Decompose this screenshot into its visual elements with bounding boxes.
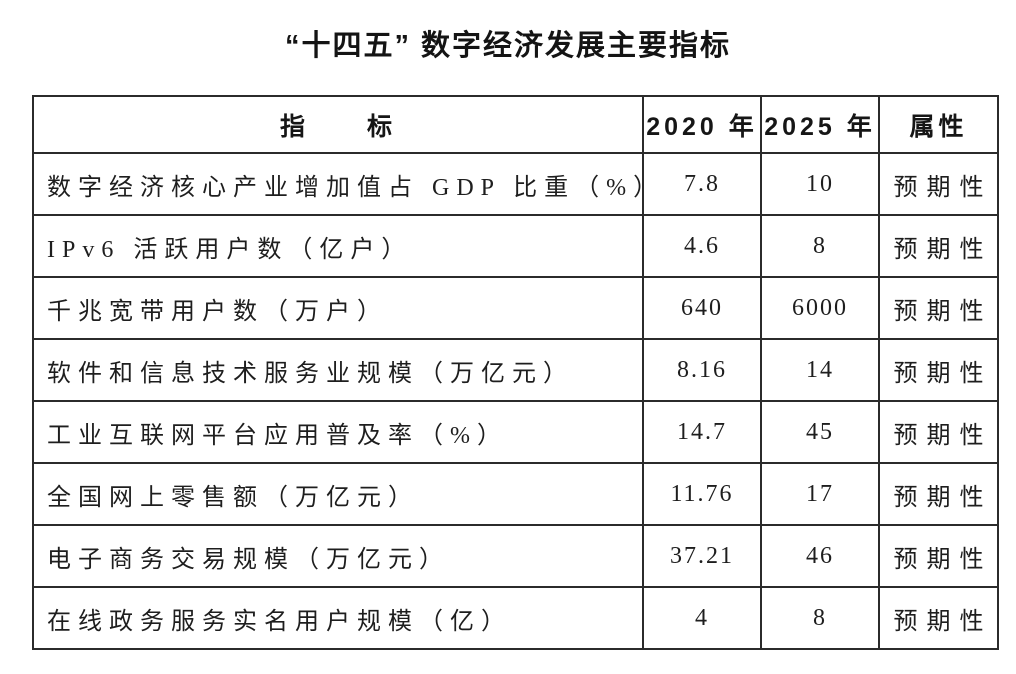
value-2020: 37.21: [642, 524, 762, 588]
column-header-2025: 2025 年: [760, 95, 880, 154]
table-row: 电子商务交易规模（万亿元） 37.21 46 预期性: [32, 524, 999, 588]
column-header-2020: 2020 年: [642, 95, 762, 154]
indicator-name: 全国网上零售额（万亿元）: [32, 462, 644, 526]
value-2020: 4.6: [642, 214, 762, 278]
value-2025: 45: [760, 400, 880, 464]
value-2025: 14: [760, 338, 880, 402]
value-2020: 4: [642, 586, 762, 650]
table-header-row: 指 标 2020 年 2025 年 属性: [32, 95, 999, 154]
indicator-name: 数字经济核心产业增加值占 GDP 比重（%）: [32, 152, 644, 216]
page-title: “十四五” 数字经济发展主要指标: [284, 30, 732, 62]
value-2025: 6000: [760, 276, 880, 340]
indicators-table: 指 标 2020 年 2025 年 属性 数字经济核心产业增加值占 GDP 比重…: [32, 95, 999, 650]
indicator-name: IPv6 活跃用户数（亿户）: [32, 214, 644, 278]
attribute-value: 预期性: [878, 152, 999, 216]
table-row: 全国网上零售额（万亿元） 11.76 17 预期性: [32, 462, 999, 526]
attribute-value: 预期性: [878, 276, 999, 340]
attribute-value: 预期性: [878, 214, 999, 278]
table-row: 千兆宽带用户数（万户） 640 6000 预期性: [32, 276, 999, 340]
table-row: 软件和信息技术服务业规模（万亿元） 8.16 14 预期性: [32, 338, 999, 402]
value-2020: 8.16: [642, 338, 762, 402]
indicator-name: 软件和信息技术服务业规模（万亿元）: [32, 338, 644, 402]
attribute-value: 预期性: [878, 400, 999, 464]
indicator-name: 工业互联网平台应用普及率（%）: [32, 400, 644, 464]
indicator-name: 在线政务服务实名用户规模（亿）: [32, 586, 644, 650]
indicator-name: 千兆宽带用户数（万户）: [32, 276, 644, 340]
value-2020: 11.76: [642, 462, 762, 526]
value-2025: 8: [760, 214, 880, 278]
value-2025: 8: [760, 586, 880, 650]
value-2025: 46: [760, 524, 880, 588]
attribute-value: 预期性: [878, 524, 999, 588]
indicator-name: 电子商务交易规模（万亿元）: [32, 524, 644, 588]
table-row: IPv6 活跃用户数（亿户） 4.6 8 预期性: [32, 214, 999, 278]
value-2020: 14.7: [642, 400, 762, 464]
table-row: 数字经济核心产业增加值占 GDP 比重（%） 7.8 10 预期性: [32, 152, 999, 216]
value-2025: 10: [760, 152, 880, 216]
value-2020: 640: [642, 276, 762, 340]
attribute-value: 预期性: [878, 338, 999, 402]
attribute-value: 预期性: [878, 462, 999, 526]
attribute-value: 预期性: [878, 586, 999, 650]
value-2020: 7.8: [642, 152, 762, 216]
table-row: 在线政务服务实名用户规模（亿） 4 8 预期性: [32, 586, 999, 650]
value-2025: 17: [760, 462, 880, 526]
column-header-indicator: 指 标: [32, 95, 644, 154]
column-header-attribute: 属性: [878, 95, 999, 154]
table-row: 工业互联网平台应用普及率（%） 14.7 45 预期性: [32, 400, 999, 464]
